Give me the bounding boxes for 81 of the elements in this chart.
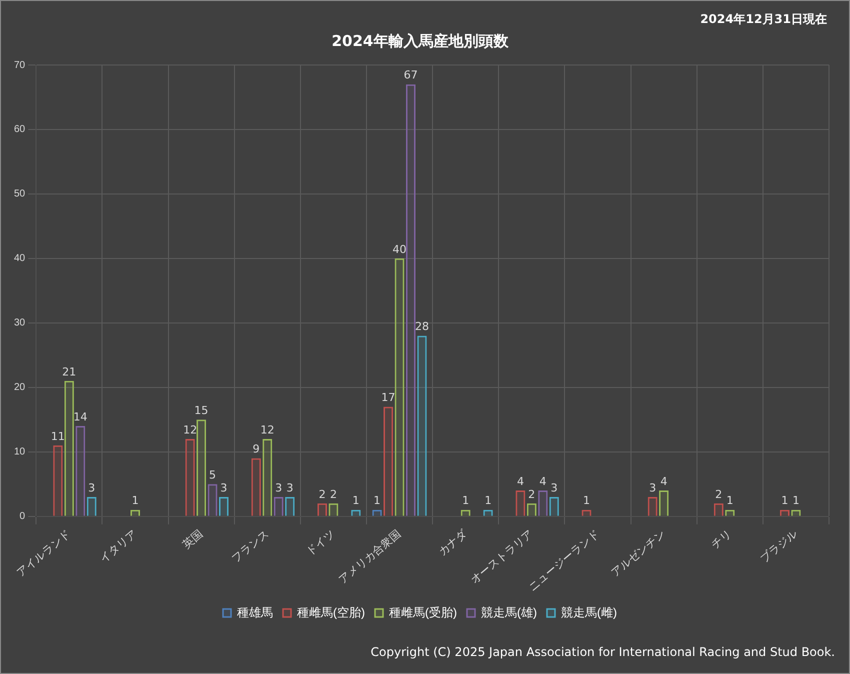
legend-label: 種雌馬(受胎) bbox=[389, 605, 458, 620]
bar bbox=[648, 496, 658, 516]
data-label: 5 bbox=[209, 468, 216, 482]
data-label: 2 bbox=[318, 488, 326, 501]
data-label: 1 bbox=[484, 494, 492, 508]
data-label: 4 bbox=[539, 474, 546, 488]
data-label: 1 bbox=[352, 494, 360, 508]
bar bbox=[185, 438, 195, 516]
data-label: 3 bbox=[550, 481, 558, 494]
data-label: 28 bbox=[414, 320, 429, 334]
y-tick-label: 70 bbox=[14, 60, 26, 71]
bar bbox=[394, 258, 404, 516]
text: 2024年12月31日現在 bbox=[700, 11, 827, 28]
data-label: 4 bbox=[660, 474, 668, 488]
bar bbox=[549, 496, 559, 516]
bar bbox=[285, 496, 295, 516]
data-label: 1 bbox=[781, 494, 788, 508]
x-tick-label: チリ bbox=[709, 528, 734, 552]
bar bbox=[208, 484, 218, 516]
data-label: 40 bbox=[392, 242, 407, 256]
bar bbox=[251, 458, 261, 516]
x-tick-label: カナダ bbox=[436, 527, 470, 558]
y-tick-label: 10 bbox=[14, 446, 26, 458]
chart-title: 2024年輸入馬産地別頭数 bbox=[332, 32, 510, 50]
data-label: 12 bbox=[260, 423, 274, 436]
data-label: 2 bbox=[528, 488, 536, 501]
data-label: 3 bbox=[286, 481, 294, 494]
data-label: 1 bbox=[132, 494, 139, 508]
data-label: 14 bbox=[73, 410, 88, 424]
x-tick-label: イタリア bbox=[98, 528, 140, 566]
data-label: 2 bbox=[330, 488, 337, 501]
data-label: 1 bbox=[462, 494, 470, 508]
legend-label: 競走馬(雌) bbox=[560, 605, 617, 620]
data-label: 4 bbox=[516, 474, 524, 488]
bar bbox=[64, 380, 74, 516]
bar bbox=[417, 336, 427, 516]
bar bbox=[196, 420, 206, 516]
y-tick-label: 20 bbox=[14, 382, 26, 394]
bar bbox=[86, 496, 96, 516]
y-tick-label: 30 bbox=[14, 318, 26, 329]
legend-label: 種雄馬 bbox=[237, 605, 274, 620]
data-label: 1 bbox=[726, 494, 734, 508]
bar bbox=[76, 426, 86, 516]
x-tick-label: アルゼンチン bbox=[609, 528, 668, 580]
bar bbox=[659, 490, 669, 516]
legend-label: 競走馬(雄) bbox=[481, 605, 537, 620]
bar bbox=[274, 496, 284, 516]
x-tick-label: ブラジル bbox=[758, 527, 800, 566]
x-tick-label: 英国 bbox=[180, 527, 206, 552]
data-label: 17 bbox=[381, 391, 396, 404]
x-tick-label: フランス bbox=[230, 528, 272, 566]
y-tick-label: 40 bbox=[14, 253, 26, 264]
y-tick-label: 0 bbox=[20, 511, 26, 522]
y-tick-label: 50 bbox=[14, 188, 26, 200]
data-label: 11 bbox=[50, 430, 65, 443]
data-label: 1 bbox=[792, 494, 800, 508]
bar bbox=[384, 406, 394, 516]
x-tick-label: アイルランド bbox=[14, 528, 74, 580]
text: Copyright (C) 2025 Japan Association for International Racing and Stud Book. bbox=[370, 645, 835, 659]
bar bbox=[53, 445, 63, 516]
data-label: 15 bbox=[194, 404, 208, 417]
data-label: 3 bbox=[275, 481, 282, 494]
data-label: 1 bbox=[374, 494, 381, 508]
bar bbox=[262, 438, 272, 516]
data-label: 12 bbox=[183, 423, 198, 436]
data-label: 1 bbox=[583, 494, 590, 508]
data-label: 9 bbox=[252, 442, 260, 456]
bar bbox=[406, 84, 416, 516]
x-tick-label: アメリカ合衆国 bbox=[336, 527, 404, 586]
y-tick-label: 60 bbox=[14, 124, 26, 136]
data-label: 67 bbox=[404, 68, 418, 82]
data-label: 2 bbox=[715, 488, 722, 501]
legend-label: 種雌馬(空胎) bbox=[297, 605, 366, 620]
data-label: 3 bbox=[649, 481, 656, 494]
bar bbox=[538, 490, 548, 516]
data-label: 21 bbox=[62, 365, 76, 378]
bar bbox=[218, 496, 229, 516]
x-tick-label: ドイツ bbox=[304, 528, 338, 558]
data-label: 3 bbox=[220, 481, 228, 494]
data-label: 3 bbox=[88, 481, 96, 494]
bar bbox=[516, 490, 526, 516]
